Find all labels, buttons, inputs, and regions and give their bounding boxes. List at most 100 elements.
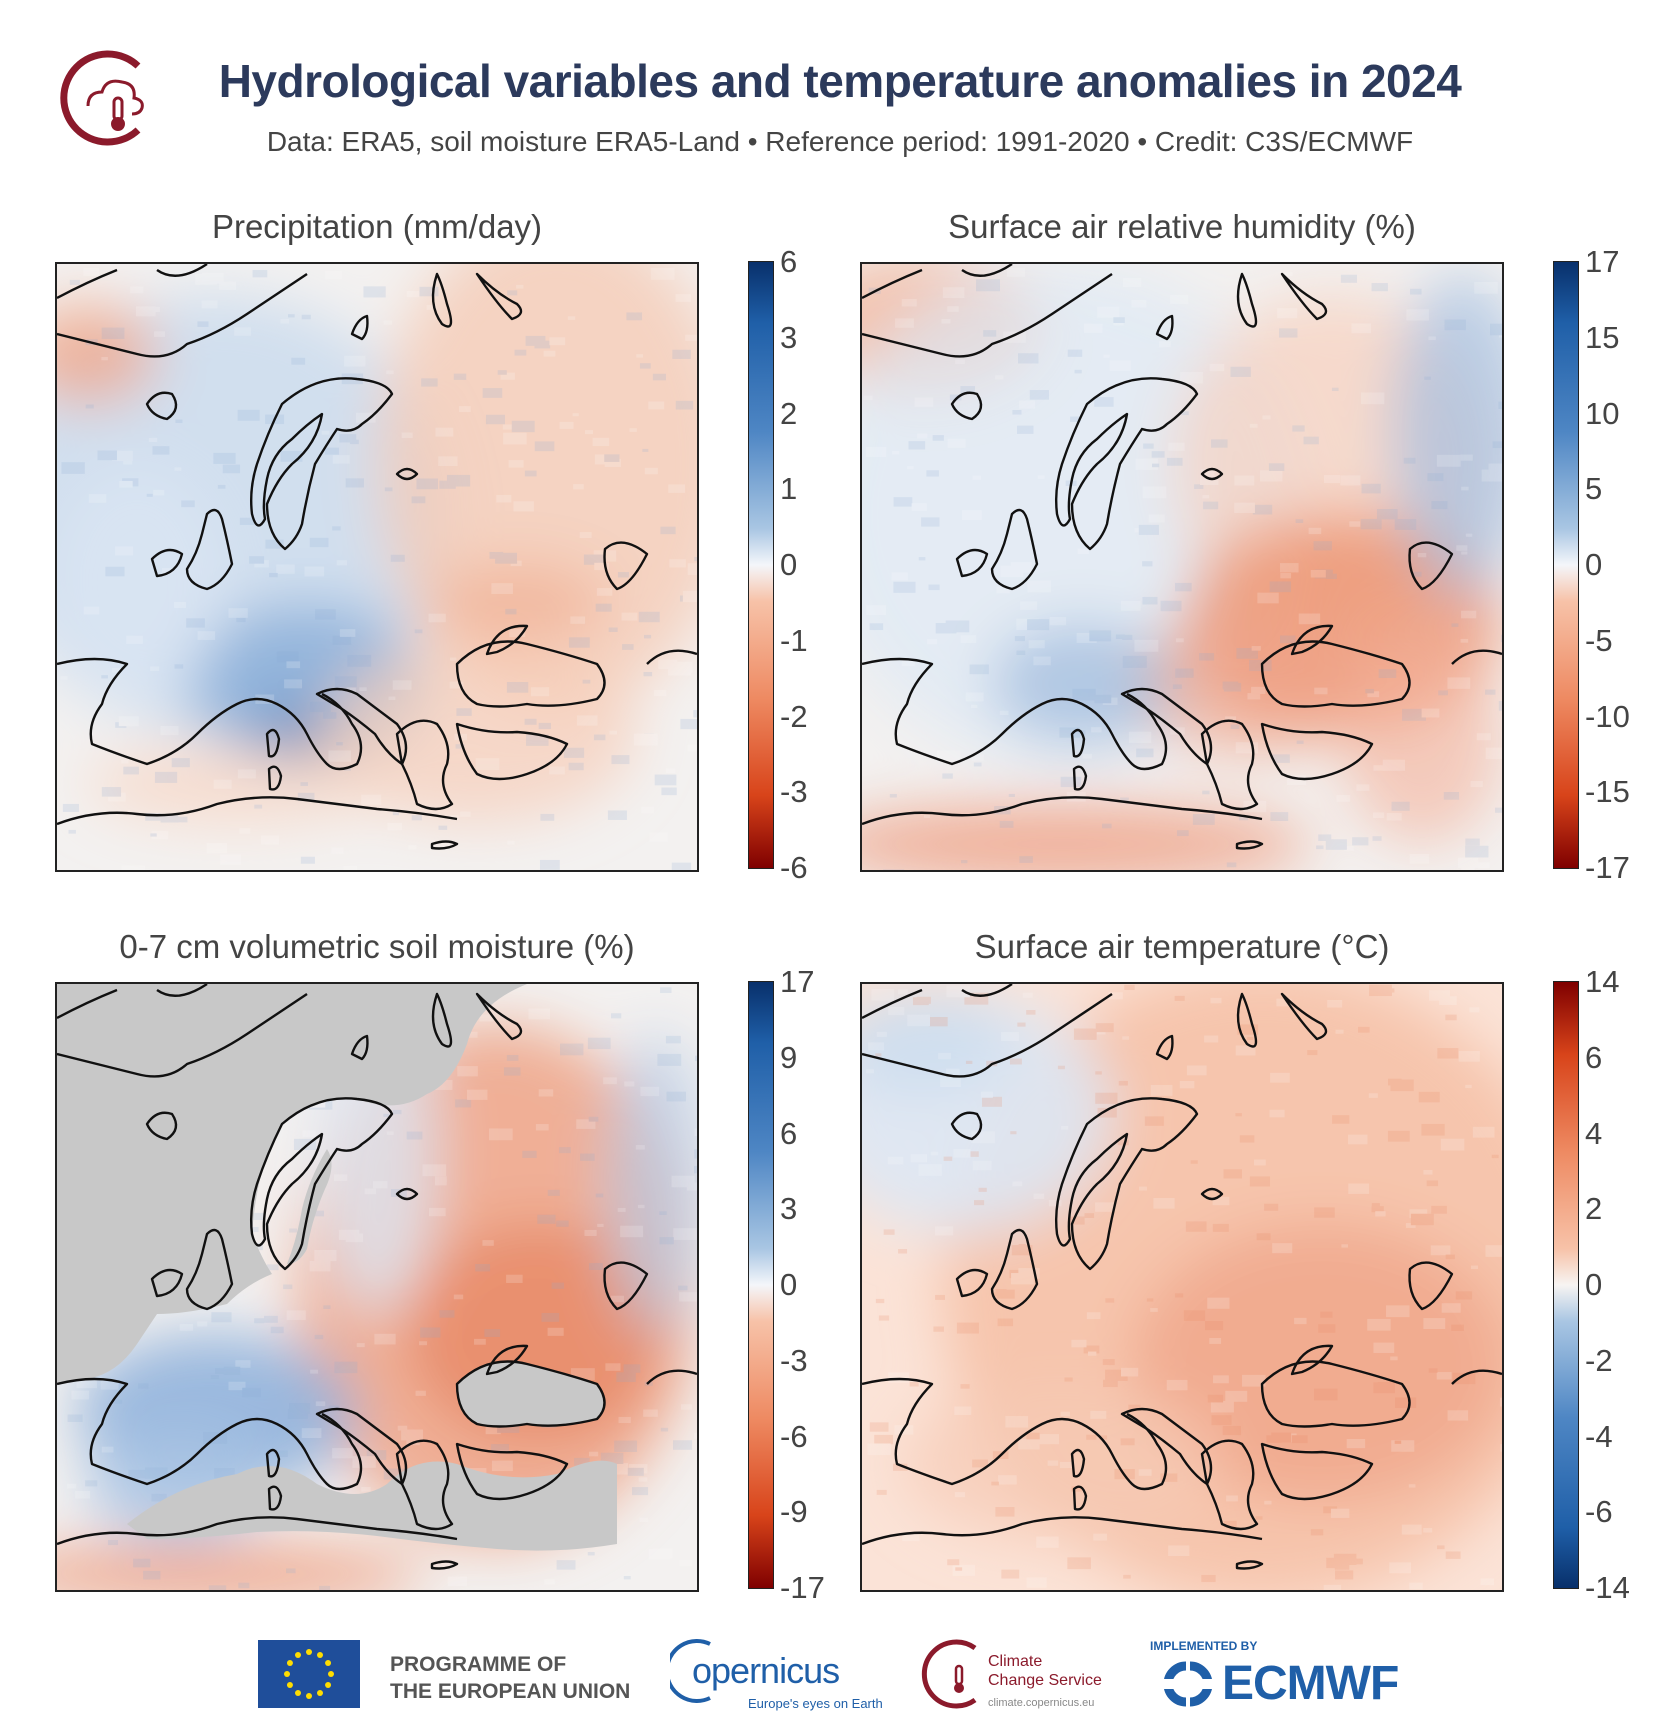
coastline-segment xyxy=(1451,1369,1502,1385)
coastline-segment xyxy=(646,1369,697,1385)
page-subtitle: Data: ERA5, soil moisture ERA5-Land • Re… xyxy=(266,126,1414,157)
coastline-segment xyxy=(1236,992,1258,1048)
coastline-segment xyxy=(395,1187,419,1201)
anomaly-blob xyxy=(1392,274,1502,594)
colorbar-tick-label: 0 xyxy=(1585,1267,1603,1302)
colorbar-tick-label: 6 xyxy=(780,1115,798,1151)
copernicus-swoosh-icon xyxy=(670,1639,711,1703)
colorbar-tick-label: 0 xyxy=(780,547,798,582)
coastline-segment xyxy=(57,993,308,1078)
anomaly-blob xyxy=(317,644,637,824)
colorbar-humidity xyxy=(1553,261,1579,869)
colorbar-tick-label: -1 xyxy=(780,622,808,658)
colorbar-tick-label: 0 xyxy=(780,1267,798,1302)
coastline-segment xyxy=(431,992,453,1048)
colorbar-tick-label: -3 xyxy=(780,1342,808,1378)
coastline-segment xyxy=(1236,272,1258,328)
coastline-segment xyxy=(57,264,208,300)
colorbar-tick-label: 15 xyxy=(1585,319,1620,355)
coastline-segment xyxy=(862,657,1168,771)
field-texture xyxy=(863,267,1502,870)
colorbar-tick-label: -2 xyxy=(780,698,808,734)
colorbar-tick-label: -6 xyxy=(1585,1494,1613,1530)
colorbar-precipitation xyxy=(748,261,774,869)
coastline-segment xyxy=(395,1439,454,1531)
coastline-segment xyxy=(1070,1448,1086,1478)
coastline-segment xyxy=(267,1485,283,1511)
coastline-segment xyxy=(395,467,419,481)
coastline-segment xyxy=(1235,1560,1264,1570)
coastline-segment xyxy=(862,1377,1168,1491)
anomaly-blob xyxy=(862,994,1012,1094)
coastline-segment xyxy=(990,1228,1039,1311)
coastline-segment xyxy=(150,548,184,578)
coastline-segment xyxy=(1408,1261,1454,1311)
coastline-segment xyxy=(1260,722,1374,781)
anomaly-blob xyxy=(57,464,227,704)
coastline xyxy=(862,984,1502,1570)
colorbar-soil-moisture xyxy=(748,981,774,1589)
anomaly-blob xyxy=(1132,614,1372,754)
coastline-segment xyxy=(249,377,394,551)
colorbar-tick-label: -3 xyxy=(780,774,808,810)
colorbar-ticks-temperature: 14 6 4 2 0 -2 -4 -6 -14 xyxy=(1585,966,1645,1603)
coastline-segment xyxy=(485,1344,529,1376)
coastline-segment xyxy=(145,1111,178,1141)
colorbar-ticks-precipitation: 6 3 2 1 0 -1 -2 -3 -6 xyxy=(780,246,840,883)
colorbar-tick-label: 10 xyxy=(1585,395,1620,431)
coastline-segment xyxy=(990,508,1039,591)
coastline-segment xyxy=(455,640,606,708)
coastline-segment xyxy=(1260,640,1411,708)
coastline-segment xyxy=(1260,1360,1411,1428)
panel-title-humidity: Surface air relative humidity (%) xyxy=(948,208,1416,245)
coastline-segment xyxy=(57,796,458,826)
coastline-segment xyxy=(1155,314,1174,341)
coastline-segment xyxy=(646,649,697,665)
colorbar-tick-label: -14 xyxy=(1585,1570,1630,1605)
coastline-segment xyxy=(1451,649,1502,665)
colorbar-tick-label: -9 xyxy=(780,1494,808,1530)
coastline-segment xyxy=(862,796,1263,826)
colorbar-tick-label: 6 xyxy=(1585,1039,1603,1075)
sea-mask xyxy=(127,1460,617,1551)
colorbar-tick-label: -2 xyxy=(1585,1342,1613,1378)
anomaly-blob xyxy=(862,804,1312,870)
anomaly-blob xyxy=(87,744,387,824)
coastline-segment xyxy=(1280,272,1328,321)
c3s-footer-logo-icon xyxy=(920,1636,990,1712)
colorbar-tick-label: 6 xyxy=(780,244,798,279)
coastline-segment xyxy=(475,992,523,1041)
coastline-segment xyxy=(1290,624,1334,656)
coastline xyxy=(862,264,1502,850)
coastline-segment xyxy=(603,541,649,591)
colorbar-tick-label: -6 xyxy=(780,1418,808,1454)
colorbar-tick-label: 1 xyxy=(780,471,798,507)
coastline-segment xyxy=(315,1407,408,1486)
colorbar-tick-label: 5 xyxy=(1585,471,1603,507)
coastline-segment xyxy=(350,314,369,341)
anomaly-blob xyxy=(57,1544,427,1590)
coastline-segment xyxy=(455,1442,569,1501)
anomaly-blob xyxy=(57,304,157,404)
field-texture xyxy=(60,267,697,870)
panel-title-precipitation: Precipitation (mm/day) xyxy=(211,208,543,245)
coastline-segment xyxy=(1408,541,1454,591)
colorbar-tick-label: -10 xyxy=(1585,698,1630,734)
page-title: Hydrological variables and temperature a… xyxy=(218,55,1462,107)
colorbar-tick-label: 4 xyxy=(1585,1115,1603,1151)
coastline-segment xyxy=(862,273,1113,358)
map-temperature xyxy=(860,982,1504,1592)
coastline-segment xyxy=(455,1360,606,1428)
colorbar-ticks-humidity: 17 15 10 5 0 -5 -10 -15 -17 xyxy=(1585,246,1645,883)
coastline xyxy=(57,264,697,850)
anomaly-blob xyxy=(607,1034,697,1334)
anomaly-blob xyxy=(427,564,607,644)
sea-mask xyxy=(457,1361,605,1427)
coastline-segment xyxy=(955,1268,989,1298)
coastline-segment xyxy=(1120,687,1213,766)
colorbar-tick-label: 17 xyxy=(780,964,815,999)
coastline-segment xyxy=(57,273,308,358)
colorbar-tick-label: -17 xyxy=(1585,850,1630,885)
coastline-segment xyxy=(1290,1344,1334,1376)
coastline-segment xyxy=(145,391,178,421)
